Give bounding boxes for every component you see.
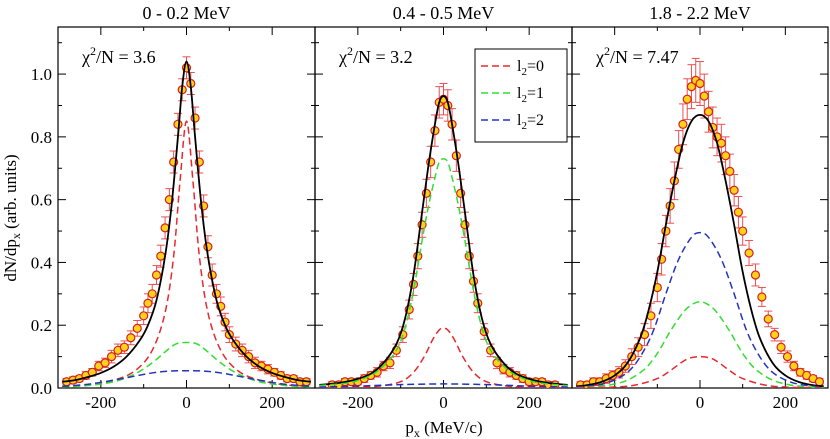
panel-title-2: 0.4 - 0.5 MeV [393, 3, 495, 23]
panel-title-1: 0 - 0.2 MeV [143, 3, 231, 23]
legend-label-l2-2: l2=2 [517, 112, 544, 132]
data-point [733, 207, 744, 217]
x-tick-label: 200 [516, 393, 542, 412]
data-points-1 [61, 56, 312, 387]
series-l2-0-line [62, 120, 311, 388]
legend-label-l2-0: l2=0 [517, 58, 544, 78]
y-tick-label: 0.6 [31, 191, 52, 210]
data-point [776, 342, 786, 352]
y-tick-label: 0.2 [31, 316, 52, 335]
chi-label-2: χ2/N = 3.2 [338, 44, 413, 67]
series-l2-1-line [62, 341, 311, 388]
series-l2-0-line [576, 355, 824, 388]
data-point [100, 358, 110, 368]
x-tick-label: 0 [696, 393, 705, 412]
data-point [132, 323, 142, 333]
data-point [156, 251, 166, 261]
data-point [725, 166, 735, 176]
data-point [757, 292, 767, 302]
x-tick-label: -200 [599, 393, 630, 412]
x-axis-title: px (MeV/c) [405, 418, 482, 439]
y-tick-label: 0.8 [31, 128, 52, 147]
data-point [729, 185, 739, 195]
data-points-3 [575, 57, 825, 388]
data-point [244, 352, 254, 362]
data-point [703, 107, 714, 117]
data-point [770, 330, 780, 340]
series-l2-2-line [576, 231, 824, 388]
plot-area-2 [319, 83, 568, 388]
data-point [782, 352, 793, 362]
data-point [814, 377, 825, 387]
data-point [744, 248, 754, 258]
x-tick-label: 0 [182, 393, 191, 412]
panel-1: 0 - 0.2 MeV χ2/N = 3.6 -200 0 200 0.0 0.2 0.4 0.… [31, 3, 316, 412]
y-tick-label: 1.0 [31, 65, 52, 84]
data-point [763, 314, 773, 324]
data-point [682, 94, 692, 104]
y-tick-label: 0.0 [31, 379, 52, 398]
series-total-line [62, 60, 311, 383]
data-point [151, 270, 162, 280]
legend: l2=0 l2=1 l2=2 [474, 48, 568, 143]
data-point [147, 289, 157, 299]
legend-box [474, 48, 568, 143]
data-point [203, 242, 213, 252]
x-tick-label: -200 [85, 393, 116, 412]
data-point [699, 91, 709, 101]
data-point [789, 361, 799, 371]
data-point [139, 311, 149, 321]
data-point [720, 151, 731, 161]
data-point [750, 270, 761, 280]
x-tick-label: 0 [439, 393, 448, 412]
y-axis-title-sub: x [9, 233, 23, 239]
y-tick-label: 0.4 [31, 253, 53, 272]
plot-area-1 [61, 56, 312, 388]
plot-area-3 [575, 57, 825, 388]
panel-3: 1.8 - 2.2 MeV χ2/N = 7.47 -200 0 200 [571, 3, 829, 412]
x-axis-title-sub: x [414, 426, 420, 439]
series-total-line [576, 113, 824, 388]
series-l2-2-line [62, 369, 311, 388]
data-point [695, 78, 705, 89]
data-point [143, 298, 153, 308]
data-point [678, 119, 688, 129]
data-point [106, 352, 117, 362]
data-point [190, 113, 200, 123]
series-l2-2-line [319, 383, 568, 388]
panel-title-3: 1.8 - 2.2 MeV [649, 3, 751, 23]
y-axis-title: dN/dpx (arb. units) [1, 154, 23, 281]
data-point [119, 342, 129, 352]
panel-2: 0.4 - 0.5 MeV χ2/N = 3.2 -200 0 200 [314, 3, 573, 412]
data-point [686, 82, 697, 92]
chi-label-3: χ2/N = 7.47 [595, 44, 679, 67]
panels-group: 0 - 0.2 MeV χ2/N = 3.6 -200 0 200 0.0 0.2 0.4 0.… [31, 3, 829, 412]
data-point [738, 226, 748, 236]
legend-label-l2-1: l2=1 [517, 85, 544, 105]
x-tick-label: -200 [342, 393, 373, 412]
data-point [126, 333, 136, 343]
x-tick-label: 200 [259, 393, 285, 412]
series-l2-1-line [319, 158, 568, 387]
series-total-line [319, 95, 568, 386]
panel-frame-1 [57, 26, 316, 389]
x-tick-label: 200 [773, 393, 799, 412]
chi-label-1: χ2/N = 3.6 [81, 44, 156, 67]
